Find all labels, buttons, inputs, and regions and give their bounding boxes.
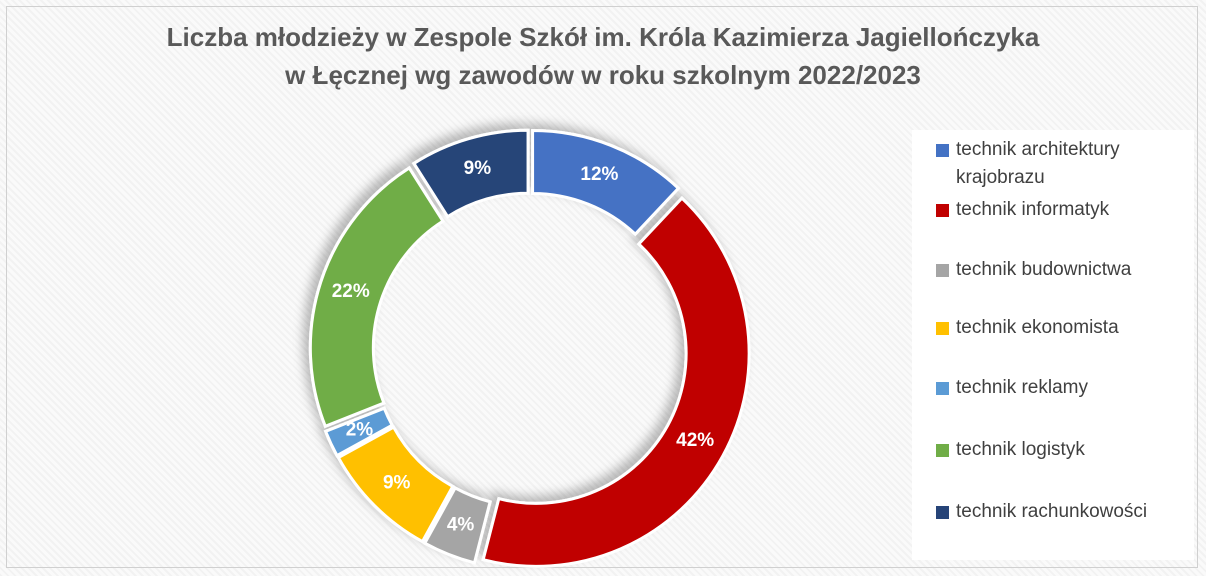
legend-swatch — [936, 322, 949, 335]
legend-swatch — [936, 204, 949, 217]
data-label: 2% — [346, 419, 374, 440]
legend-swatch — [936, 264, 949, 277]
legend-label: technik logistyk — [956, 439, 1085, 460]
legend-item: technik informatyk — [934, 196, 1206, 224]
legend-label: technik informatyk — [956, 199, 1110, 220]
legend-item: technik budownictwa — [934, 256, 1206, 284]
chart-title: w Łęcznej wg zawodów w roku szkolnym 202… — [284, 60, 921, 90]
chart-title: Liczba młodzieży w Zespole Szkół im. Kró… — [167, 22, 1040, 52]
legend-item: technik architektury krajobrazu — [934, 136, 1206, 192]
donut-segment — [531, 128, 681, 237]
legend: technik architektury krajobrazu technik i… — [912, 130, 1194, 560]
legend-item: technik reklamy — [934, 374, 1206, 402]
data-label: 9% — [383, 472, 411, 493]
legend-item: technik ekonomista — [934, 314, 1206, 342]
legend-label: technik rachunkowości — [956, 501, 1148, 522]
legend-item: technik rachunkowości — [934, 498, 1206, 526]
legend-swatch — [936, 444, 949, 457]
donut-segment — [422, 485, 492, 565]
legend-label: technik reklamy — [956, 377, 1088, 398]
legend-label: technik ekonomista — [956, 317, 1119, 338]
donut-segment — [336, 425, 455, 544]
legend-swatch — [936, 382, 949, 395]
legend-swatch — [936, 506, 949, 519]
data-label: 42% — [676, 430, 714, 451]
donut-segment — [308, 165, 446, 429]
legend-item: technik logistyk — [934, 436, 1206, 464]
donut-segment — [481, 195, 751, 568]
chart-frame — [6, 6, 1198, 568]
data-label: 4% — [447, 514, 475, 535]
donut-segment — [411, 128, 530, 219]
legend-label: technik architektury krajobrazu — [956, 139, 1120, 188]
data-label: 9% — [464, 158, 492, 179]
legend-swatch — [936, 144, 949, 157]
data-label: 22% — [332, 281, 370, 302]
data-label: 12% — [580, 164, 618, 185]
donut-segment — [323, 406, 395, 458]
legend-label: technik budownictwa — [956, 259, 1132, 280]
